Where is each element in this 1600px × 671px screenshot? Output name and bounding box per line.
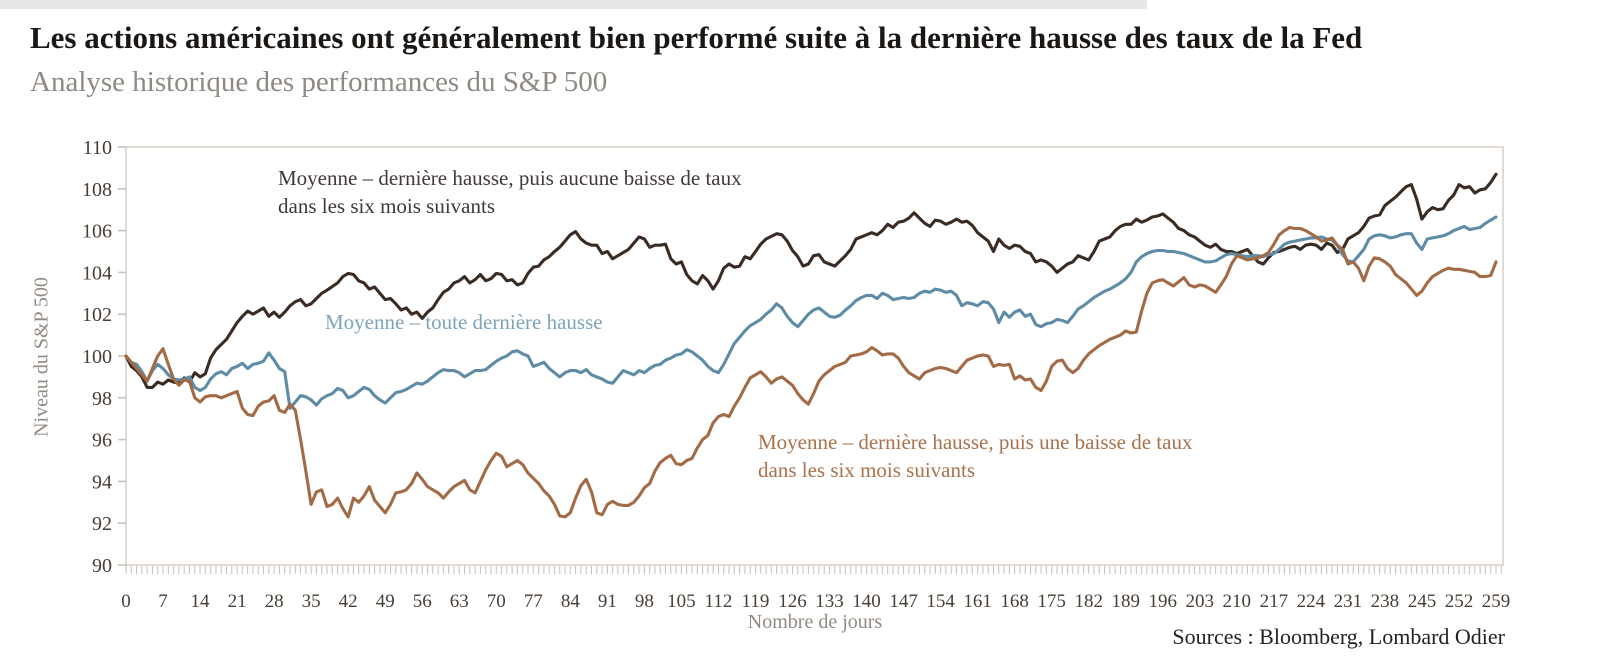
- x-tick-label: 0: [121, 591, 131, 612]
- y-tick-label: 106: [82, 221, 112, 243]
- x-tick-label: 161: [963, 591, 992, 612]
- series-line-derniere-hausse-une-baisse: [124, 225, 1498, 519]
- x-tick-label: 252: [1445, 591, 1474, 612]
- series-label-no-cut-line2: dans les six mois suivants: [278, 194, 496, 218]
- x-tick-label: 84: [561, 591, 581, 612]
- y-axis-title: Niveau du S&P 500: [30, 277, 53, 437]
- y-tick-label: 90: [92, 555, 112, 577]
- x-tick-label: 147: [889, 591, 918, 612]
- x-tick-label: 63: [450, 591, 469, 612]
- x-tick-label: 7: [158, 591, 168, 612]
- x-tick-label: 91: [598, 591, 617, 612]
- series-label-with-cut: Moyenne – dernière hausse, puis une bais…: [758, 428, 1192, 484]
- y-tick-label: 110: [83, 137, 112, 159]
- x-tick-label: 259: [1482, 591, 1511, 612]
- x-tick-label: 203: [1186, 591, 1215, 612]
- x-tick-label: 182: [1074, 591, 1103, 612]
- x-tick-label: 105: [667, 591, 696, 612]
- y-tick-label: 100: [82, 346, 112, 368]
- x-tick-label: 14: [191, 591, 211, 612]
- x-tick-label: 42: [339, 591, 358, 612]
- x-tick-label: 126: [778, 591, 807, 612]
- x-tick-label: 224: [1297, 591, 1326, 612]
- y-tick-label: 92: [92, 513, 112, 535]
- x-tick-label: 140: [852, 591, 881, 612]
- x-tick-label: 70: [487, 591, 506, 612]
- y-tick-label: 104: [82, 262, 112, 284]
- page-title: Les actions américaines ont généralement…: [30, 20, 1363, 55]
- x-axis-title: Nombre de jours: [747, 611, 883, 633]
- y-tick-label: 108: [82, 179, 112, 201]
- x-tick-label: 189: [1111, 591, 1140, 612]
- x-tick-label: 112: [705, 591, 733, 612]
- x-tick-label: 168: [1000, 591, 1029, 612]
- x-tick-label: 56: [413, 591, 432, 612]
- series-label-every-hike: Moyenne – toute dernière hausse: [325, 308, 603, 336]
- x-tick-label: 245: [1408, 591, 1437, 612]
- y-tick-label: 96: [92, 430, 112, 452]
- x-tick-label: 49: [376, 591, 395, 612]
- x-tick-label: 77: [524, 591, 543, 612]
- x-tick-label: 217: [1260, 591, 1289, 612]
- series-label-every-hike-line1: Moyenne – toute dernière hausse: [325, 310, 603, 334]
- y-tick-label: 98: [92, 388, 112, 410]
- series-label-with-cut-line1: Moyenne – dernière hausse, puis une bais…: [758, 430, 1193, 454]
- x-tick-label: 154: [926, 591, 955, 612]
- y-tick-label: 94: [92, 471, 112, 493]
- sources-note: Sources : Bloomberg, Lombard Odier: [1172, 624, 1505, 649]
- series-line-toute-derniere-hausse: [124, 215, 1498, 410]
- x-tick-label: 133: [815, 591, 844, 612]
- page-subtitle: Analyse historique des performances du S…: [30, 66, 608, 98]
- series-label-no-cut: Moyenne – dernière hausse, puis aucune b…: [278, 164, 742, 220]
- x-tick-label: 98: [635, 591, 654, 612]
- y-tick-label: 102: [82, 304, 112, 326]
- series-line-derniere-hausse-aucune-baisse: [124, 172, 1498, 389]
- series-label-no-cut-line1: Moyenne – dernière hausse, puis aucune b…: [278, 166, 742, 190]
- x-tick-label: 196: [1149, 591, 1178, 612]
- top-edge-strip: [0, 0, 1147, 9]
- x-tick-label: 210: [1223, 591, 1252, 612]
- x-tick-label: 119: [742, 591, 770, 612]
- x-tick-label: 35: [302, 591, 321, 612]
- series-label-with-cut-line2: dans les six mois suivants: [758, 458, 976, 482]
- x-tick-label: 231: [1334, 591, 1363, 612]
- x-tick-label: 28: [265, 591, 284, 612]
- x-tick-label: 21: [228, 591, 247, 612]
- x-tick-label: 175: [1037, 591, 1066, 612]
- x-tick-label: 238: [1371, 591, 1400, 612]
